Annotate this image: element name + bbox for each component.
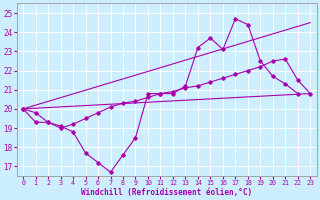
X-axis label: Windchill (Refroidissement éolien,°C): Windchill (Refroidissement éolien,°C) — [81, 188, 252, 197]
